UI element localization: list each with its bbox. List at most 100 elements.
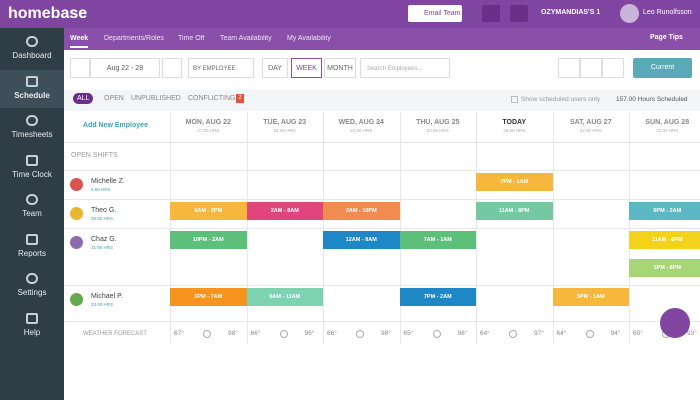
employee-name[interactable]: Michelle Z. <box>91 178 125 185</box>
tool-button[interactable] <box>602 58 624 78</box>
avatar <box>70 293 83 306</box>
header-line <box>64 142 700 143</box>
tab[interactable]: Team Availability <box>220 35 272 42</box>
day-name: THU, AUG 25 <box>416 119 460 126</box>
day-hours: 21.00 HRS <box>273 128 296 133</box>
shift[interactable]: 7PM - 1AM <box>476 173 553 191</box>
tab[interactable]: My Availability <box>287 35 331 42</box>
hours-scheduled: 157.00 Hours Scheduled <box>616 96 688 103</box>
weather-icon <box>203 330 211 338</box>
day-hours: 25.00 HRS <box>503 128 526 133</box>
filter[interactable]: ALL <box>73 93 94 104</box>
tab[interactable]: Time Off <box>178 35 205 42</box>
filter-row <box>64 90 700 111</box>
shift[interactable]: 2AM - 10PM <box>323 202 400 220</box>
logo-bg <box>0 0 64 28</box>
view-button[interactable]: DAY <box>262 58 288 78</box>
logo[interactable]: homebase <box>8 5 88 22</box>
day-name: SUN, AUG 28 <box>645 119 690 126</box>
sidebar-item[interactable]: Reports <box>17 248 46 258</box>
day-hours: 27.00 HRS <box>197 128 220 133</box>
view-button[interactable]: MONTH <box>324 58 356 78</box>
row-line <box>64 285 700 286</box>
current-button[interactable]: Current <box>633 58 692 78</box>
shift[interactable]: 6AM - 2PM <box>170 202 247 220</box>
search[interactable]: Search Employees... <box>360 58 450 78</box>
day-name: WED, AUG 24 <box>338 119 384 126</box>
day-name: SAT, AUG 27 <box>569 119 612 126</box>
sidebar-item[interactable]: Timesheets <box>11 130 53 139</box>
filter[interactable]: CONFLICTING <box>188 95 236 102</box>
shift[interactable]: 10PM - 2AM <box>170 231 247 249</box>
shift[interactable]: 7PM - 2AM <box>399 288 476 306</box>
page-tips[interactable]: Page Tips <box>650 34 683 41</box>
email-button[interactable]: Email Team <box>408 5 462 22</box>
open-shifts: OPEN SHIFTS <box>71 152 118 159</box>
conflict-count: 2 <box>236 94 244 103</box>
tab[interactable]: Week <box>70 35 89 48</box>
weather-icon <box>279 330 288 338</box>
day-hours: 22.00 HRS <box>579 128 602 133</box>
tool-button[interactable] <box>558 58 580 78</box>
sidebar-item[interactable]: Schedule <box>14 90 50 100</box>
temp-low: 64° <box>480 330 490 337</box>
shift[interactable]: 6AM - 11AM <box>246 288 323 306</box>
employee-name[interactable]: Michael P. <box>91 293 123 300</box>
sidebar-icon <box>26 312 38 324</box>
sidebar-item[interactable]: Dashboard <box>12 51 52 60</box>
sidebar-item[interactable]: Help <box>23 327 41 337</box>
sidebar-item[interactable]: Team <box>22 209 42 218</box>
tool-button[interactable] <box>580 58 602 78</box>
day-name: TUE, AUG 23 <box>263 119 307 126</box>
temp-low: 65° <box>403 330 414 337</box>
shift[interactable]: 6PM - 2AM <box>629 202 700 220</box>
prev-button[interactable] <box>70 58 90 78</box>
day-name: TODAY <box>502 119 527 126</box>
employee-name[interactable]: Theo G. <box>91 207 117 214</box>
checkbox[interactable] <box>511 96 518 103</box>
row-line <box>64 170 700 171</box>
shift[interactable]: 11AM - 8PM <box>476 202 553 220</box>
alert-icon[interactable] <box>510 5 528 22</box>
top-bar <box>0 0 700 28</box>
filter[interactable]: UNPUBLISHED <box>131 95 181 102</box>
sidebar-icon <box>26 154 38 166</box>
shift[interactable]: 7AM - 1AM <box>399 231 476 249</box>
avatar <box>70 236 83 249</box>
filter[interactable]: OPEN <box>104 95 124 102</box>
group-select[interactable]: BY EMPLOYEE <box>188 58 254 78</box>
weather-icon <box>432 330 441 338</box>
shift[interactable]: 1PM - 8PM <box>629 259 700 277</box>
avatar <box>70 178 83 191</box>
employee-name[interactable]: Chaz G. <box>91 236 117 243</box>
add-employee[interactable]: Add New Employee <box>83 122 148 129</box>
chat-button[interactable] <box>660 308 690 338</box>
shift[interactable]: 5PM - 1AM <box>552 288 629 306</box>
sidebar-icon <box>26 75 38 87</box>
shift[interactable]: 12AM - 8AM <box>323 231 400 249</box>
sidebar-icon <box>26 273 38 284</box>
sidebar-item[interactable]: Time Clock <box>12 169 52 179</box>
shift[interactable]: 2AM - 8AM <box>246 202 323 220</box>
sub-nav <box>0 28 700 50</box>
sidebar-icon <box>26 233 38 245</box>
activity-icon[interactable] <box>482 5 500 22</box>
temp-low: 67° <box>174 330 184 337</box>
temp-high: 96° <box>304 330 315 337</box>
view-button[interactable]: WEEK <box>291 58 322 78</box>
sidebar-item[interactable]: Settings <box>17 288 47 297</box>
shift[interactable]: 11AM - 6PM <box>629 231 700 249</box>
location[interactable]: OZYMANDIAS'S 1 <box>541 9 601 16</box>
next-button[interactable] <box>162 58 182 78</box>
shift[interactable]: 1PM - 7AM <box>170 288 247 306</box>
employee-hours: 6.50 HRS <box>91 187 111 192</box>
row-line <box>64 199 700 200</box>
tab[interactable]: Departments/Roles <box>104 35 164 42</box>
date-range[interactable]: Aug 22 - 28 <box>90 58 160 78</box>
temp-high: 93° <box>687 330 697 337</box>
row-line <box>64 228 700 229</box>
user-name[interactable]: Leo Runolfsson <box>643 9 692 16</box>
temp-high: 94° <box>610 330 621 337</box>
sidebar-icon <box>26 115 38 126</box>
